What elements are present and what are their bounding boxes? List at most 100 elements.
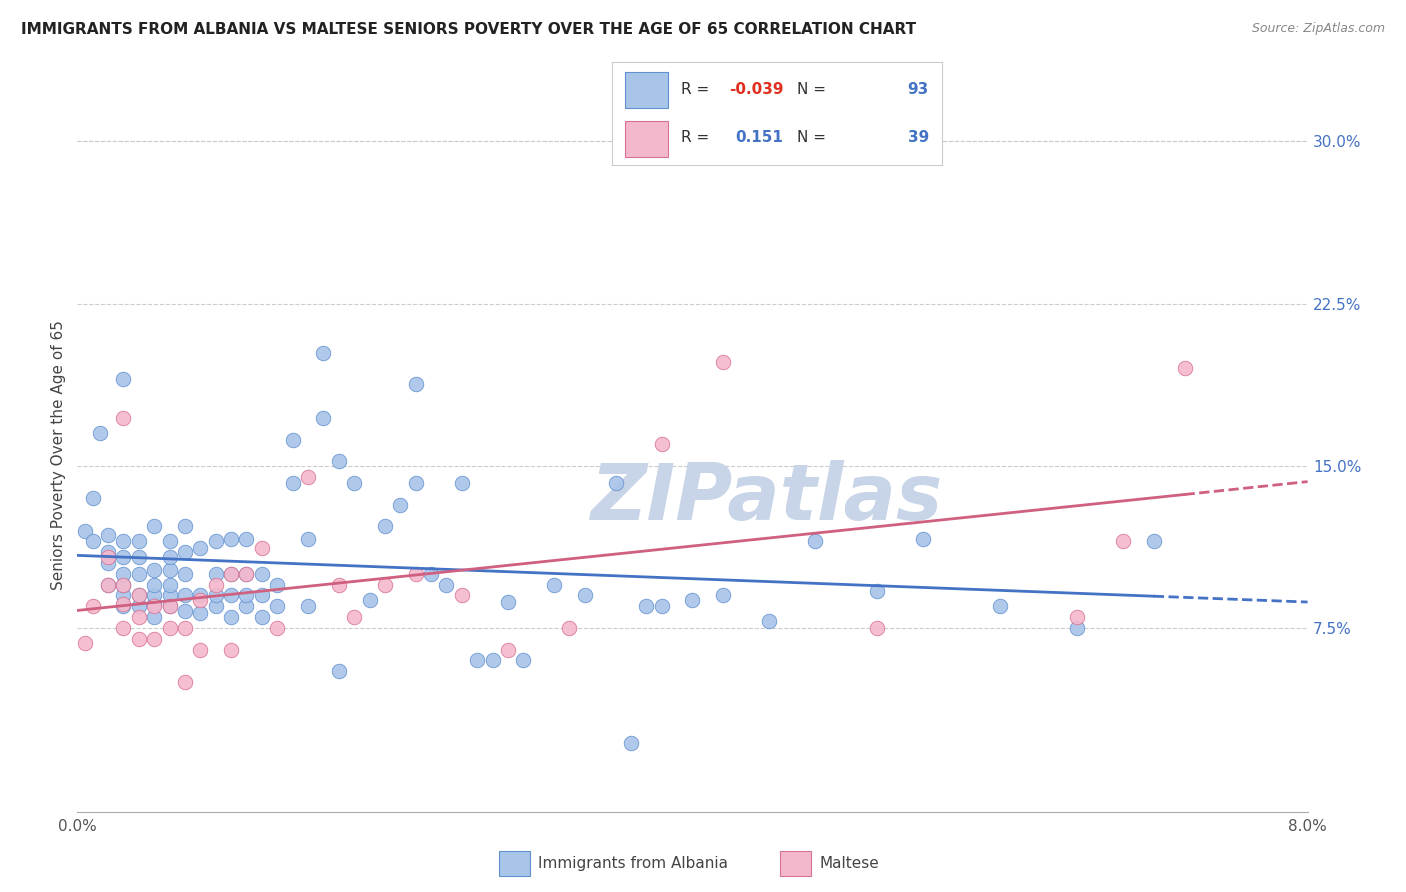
Y-axis label: Seniors Poverty Over the Age of 65: Seniors Poverty Over the Age of 65 — [51, 320, 66, 590]
Point — [250, 566, 273, 581]
Point — [204, 589, 226, 603]
Point — [174, 566, 197, 581]
Point — [605, 476, 627, 491]
Point — [651, 437, 673, 451]
Point — [758, 615, 780, 629]
Point — [219, 642, 242, 657]
Point — [174, 675, 197, 690]
Point — [143, 577, 166, 591]
Point — [250, 610, 273, 624]
Point — [174, 589, 197, 603]
Point — [496, 642, 519, 657]
Point — [512, 653, 534, 667]
Point — [143, 519, 166, 533]
Point — [312, 346, 335, 360]
Point — [112, 577, 135, 591]
Point — [465, 653, 488, 667]
Point — [496, 595, 519, 609]
Point — [620, 735, 643, 749]
Point — [374, 577, 396, 591]
Point — [112, 599, 135, 614]
Point — [143, 599, 166, 614]
Point — [543, 577, 565, 591]
Text: Immigrants from Albania: Immigrants from Albania — [538, 856, 728, 871]
Point — [297, 469, 319, 483]
Point — [405, 376, 427, 391]
Point — [219, 566, 242, 581]
Point — [711, 589, 734, 603]
Point — [112, 549, 135, 564]
Point — [436, 577, 458, 591]
Point — [159, 589, 181, 603]
Point — [143, 597, 166, 611]
Point — [174, 621, 197, 635]
Text: IMMIGRANTS FROM ALBANIA VS MALTESE SENIORS POVERTY OVER THE AGE OF 65 CORRELATIO: IMMIGRANTS FROM ALBANIA VS MALTESE SENIO… — [21, 22, 917, 37]
Point — [1174, 361, 1197, 376]
Point — [97, 545, 120, 559]
Point — [159, 549, 181, 564]
Text: Maltese: Maltese — [820, 856, 879, 871]
Point — [450, 589, 472, 603]
Point — [190, 642, 212, 657]
Point — [82, 534, 104, 549]
Point — [112, 566, 135, 581]
Text: 0.151: 0.151 — [735, 130, 783, 145]
Point — [866, 584, 889, 599]
Point — [328, 454, 350, 468]
Text: 39: 39 — [907, 130, 929, 145]
Point — [112, 597, 135, 611]
Point — [912, 533, 935, 547]
Point — [328, 577, 350, 591]
Point — [190, 589, 212, 603]
Point — [128, 549, 150, 564]
Point — [281, 433, 304, 447]
Point — [343, 610, 366, 624]
Text: R =: R = — [681, 130, 709, 145]
Point — [73, 636, 96, 650]
Point — [651, 599, 673, 614]
Point — [1143, 534, 1166, 549]
Point — [988, 599, 1011, 614]
Point — [97, 528, 120, 542]
Point — [128, 566, 150, 581]
Point — [97, 549, 120, 564]
Point — [235, 566, 257, 581]
Point — [682, 592, 704, 607]
Point — [481, 653, 503, 667]
Point — [266, 599, 288, 614]
Point — [1112, 534, 1135, 549]
Text: R =: R = — [681, 82, 709, 97]
Point — [159, 562, 181, 576]
Point — [328, 664, 350, 678]
Text: N =: N = — [797, 82, 825, 97]
Point — [112, 621, 135, 635]
Point — [128, 534, 150, 549]
Point — [204, 599, 226, 614]
Text: ZIPatlas: ZIPatlas — [591, 459, 942, 536]
Text: Source: ZipAtlas.com: Source: ZipAtlas.com — [1251, 22, 1385, 36]
Point — [405, 476, 427, 491]
Point — [143, 562, 166, 576]
Point — [405, 566, 427, 581]
Point — [281, 476, 304, 491]
Point — [89, 426, 111, 441]
Point — [128, 632, 150, 646]
Point — [143, 610, 166, 624]
Point — [297, 599, 319, 614]
Point — [374, 519, 396, 533]
Point — [112, 589, 135, 603]
FancyBboxPatch shape — [624, 121, 668, 157]
Point — [190, 592, 212, 607]
Point — [204, 577, 226, 591]
Point — [159, 599, 181, 614]
Point — [343, 476, 366, 491]
Point — [204, 534, 226, 549]
Point — [250, 541, 273, 555]
Point — [866, 621, 889, 635]
Point — [190, 606, 212, 620]
Point — [97, 577, 120, 591]
Point — [359, 592, 381, 607]
Point — [219, 610, 242, 624]
Point — [97, 556, 120, 570]
Point — [250, 589, 273, 603]
